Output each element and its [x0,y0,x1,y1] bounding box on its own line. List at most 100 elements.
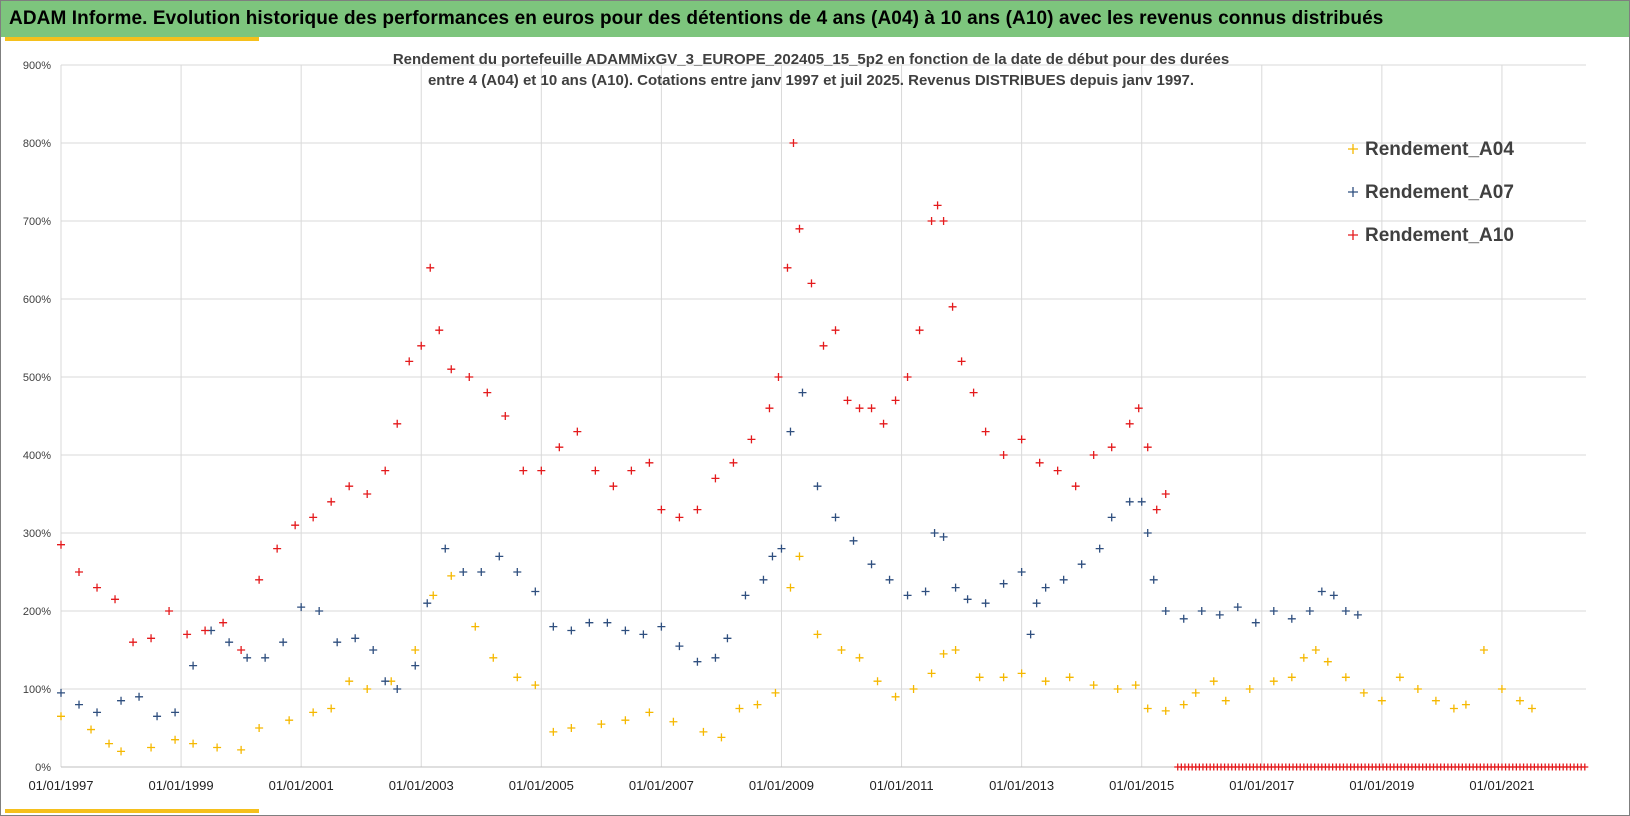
data-point-rendement-a10 [831,326,840,335]
series-group [57,552,1536,756]
data-point-rendement-a07 [1137,497,1146,506]
data-point-rendement-a10 [675,513,684,522]
data-point-rendement-a07 [621,626,630,635]
data-point-rendement-a10 [855,404,864,413]
data-point-rendement-a10 [747,435,756,444]
y-tick-label: 900% [23,60,51,72]
data-point-rendement-a07 [1161,607,1170,615]
data-point-rendement-a04 [975,673,984,682]
data-point-rendement-a04 [87,725,96,734]
y-tick-label: 200% [23,606,51,618]
data-point-rendement-a07 [513,568,522,576]
data-point-rendement-a10 [1107,443,1116,452]
data-point-rendement-a10 [1053,466,1062,475]
data-point-rendement-a04 [363,685,372,693]
data-point-rendement-a07 [1269,607,1278,615]
data-point-rendement-a10 [867,404,876,413]
data-point-rendement-a07 [999,579,1008,588]
data-point-rendement-a04 [1161,706,1170,715]
data-point-rendement-a07 [225,638,234,647]
x-tick-label: 01/01/2015 [1109,778,1174,793]
data-point-rendement-a07 [963,595,972,604]
accent-bar-bottom [5,809,259,813]
data-point-rendement-a04 [213,743,222,752]
data-point-rendement-a07 [1077,560,1086,569]
data-point-rendement-a07 [567,626,576,635]
data-point-rendement-a07 [1143,529,1152,537]
data-point-rendement-a10 [345,482,354,491]
data-point-rendement-a10 [447,365,456,374]
data-point-rendement-a07 [423,599,432,608]
header-bar: ADAM Informe. Evolution historique des p… [1,1,1629,37]
data-point-rendement-a04 [1041,677,1050,686]
data-point-rendement-a04 [1461,700,1470,709]
data-point-rendement-a04 [327,704,336,713]
data-point-rendement-a10 [789,139,798,147]
data-point-rendement-a10 [783,263,792,272]
data-point-rendement-a10 [657,505,666,514]
data-point-rendement-a04 [795,552,804,561]
data-point-rendement-a04 [597,720,606,729]
x-tick-label: 01/01/2005 [509,778,574,793]
data-point-rendement-a10 [201,626,210,635]
data-point-rendement-a10 [609,482,618,491]
data-point-rendement-a10 [57,540,65,549]
data-point-rendement-a07 [939,532,948,541]
series-group [1174,763,1589,771]
data-point-rendement-a04 [1209,677,1218,686]
data-point-rendement-a07 [1017,568,1026,576]
x-tick-label: 01/01/2007 [629,778,694,793]
data-point-rendement-a07 [693,657,702,666]
data-point-rendement-a10 [927,217,936,225]
data-point-rendement-a10 [237,646,246,654]
data-point-rendement-a04 [255,724,264,732]
legend-marker-rendement-a07 [1348,187,1358,197]
data-point-rendement-a07 [189,661,198,670]
data-point-rendement-a07 [381,677,390,686]
data-point-rendement-a07 [279,638,288,647]
data-point-rendement-a10 [93,583,102,592]
data-point-rendement-a07 [1095,544,1104,553]
x-tick-label: 01/01/2017 [1229,778,1294,793]
data-point-rendement-a07 [768,552,777,561]
data-point-rendement-a07 [441,544,450,553]
data-point-rendement-a07 [57,688,65,697]
data-point-rendement-a10 [891,396,900,405]
data-point-rendement-a04 [837,646,846,654]
data-point-rendement-a10 [957,357,966,366]
data-point-rendement-a04 [999,673,1008,682]
data-point-rendement-a10 [933,201,942,210]
data-point-rendement-a04 [345,677,354,686]
data-point-rendement-a04 [1497,685,1506,693]
series-group [57,388,1362,721]
data-point-rendement-a04 [1089,681,1098,690]
data-point-rendement-a04 [429,591,438,600]
data-point-rendement-a10 [645,458,654,467]
data-point-rendement-a04 [117,747,126,756]
data-point-rendement-a10 [819,341,828,350]
data-point-rendement-a04 [1179,700,1188,709]
data-point-rendement-a10 [1035,458,1044,467]
data-point-rendement-a04 [1395,673,1404,682]
data-point-rendement-a10 [1017,435,1026,444]
data-point-rendement-a10 [1161,490,1170,498]
series-group [57,139,1170,654]
data-point-rendement-a10 [843,396,852,405]
data-point-rendement-a04 [1017,669,1026,678]
data-point-rendement-a04 [621,716,630,725]
data-point-rendement-a10 [393,419,402,428]
data-point-rendement-a07 [786,427,795,436]
data-point-rendement-a10 [327,497,336,506]
data-point-rendement-a10 [774,373,783,381]
data-point-rendement-a07 [798,388,807,397]
data-point-rendement-a07 [1197,607,1206,615]
x-tick-label: 01/01/2021 [1469,778,1534,793]
y-tick-label: 300% [23,528,51,540]
data-point-rendement-a04 [489,653,498,662]
data-point-rendement-a07 [393,685,402,693]
data-point-rendement-a07 [759,575,768,584]
data-point-rendement-a07 [1341,607,1350,615]
data-point-rendement-a07 [117,696,126,705]
